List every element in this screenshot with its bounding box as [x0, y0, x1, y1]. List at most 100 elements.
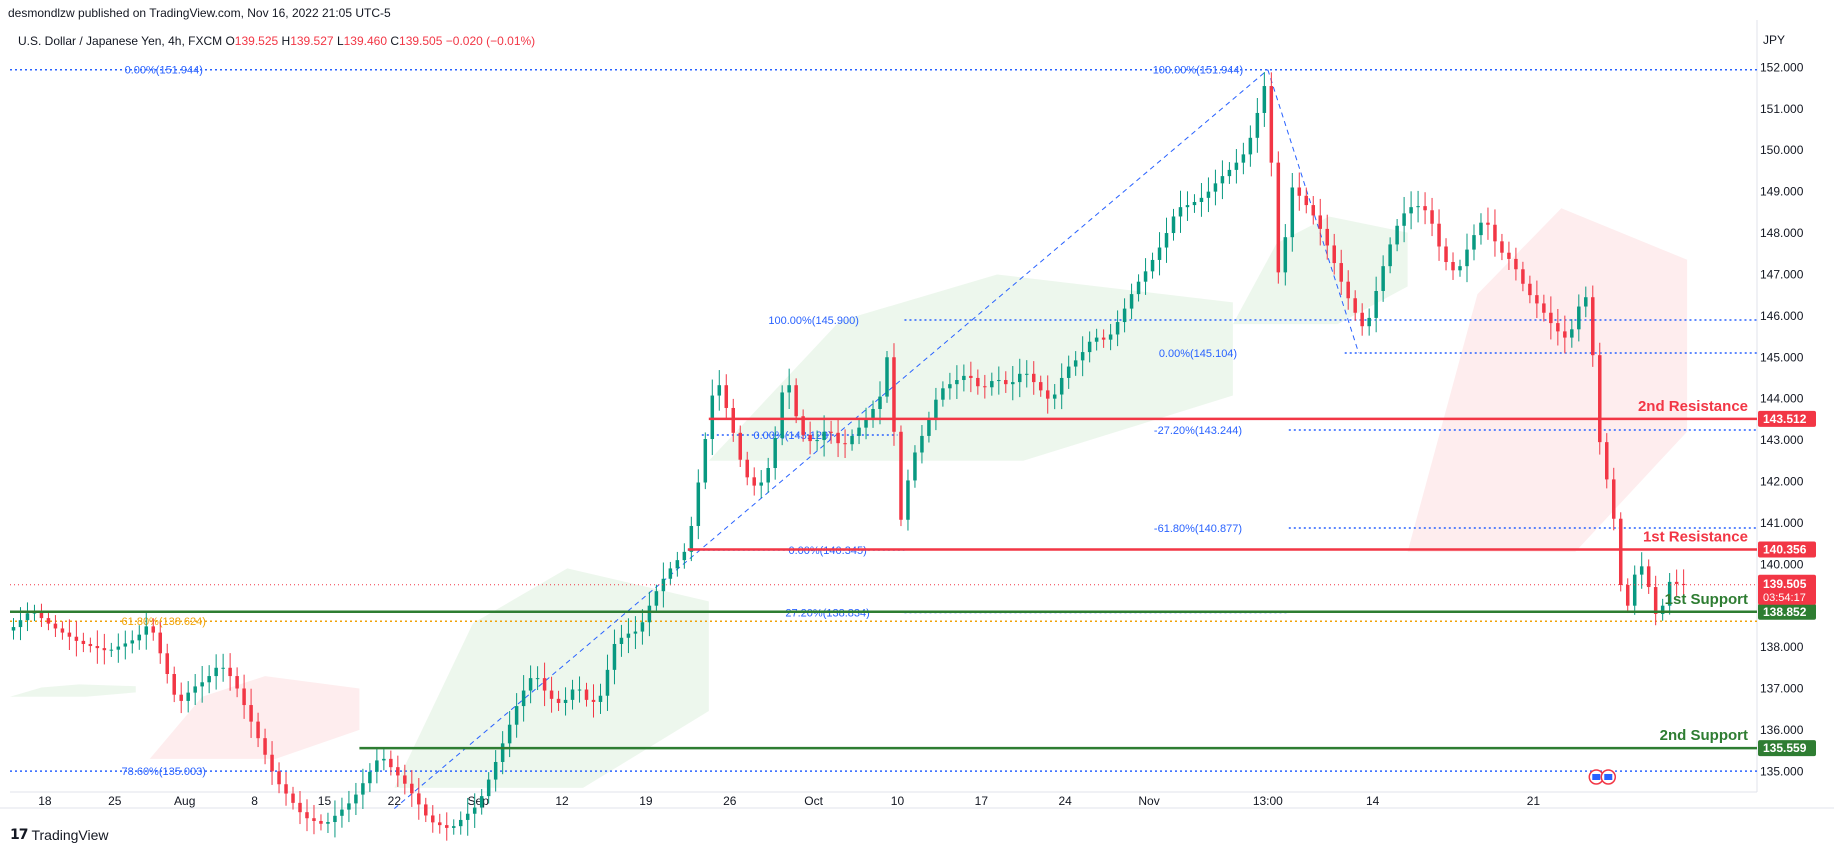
- candle-body: [745, 459, 749, 478]
- high-label: H: [281, 34, 291, 48]
- candle-body: [1346, 281, 1350, 299]
- candle-body: [347, 803, 351, 810]
- candle-body: [1353, 298, 1357, 313]
- candle-body: [389, 758, 393, 768]
- x-tick-label: 10: [891, 794, 905, 808]
- candle-body: [766, 468, 770, 483]
- candle-body: [1045, 390, 1050, 399]
- candle-body: [228, 667, 232, 677]
- candle-body: [689, 525, 694, 552]
- candle-body: [1025, 373, 1029, 375]
- candle-body: [1178, 207, 1183, 217]
- y-tick-label: 135.000: [1760, 764, 1804, 778]
- last-price-badge: [1758, 574, 1816, 605]
- candle-body: [913, 452, 917, 481]
- y-tick-label: 140.000: [1760, 557, 1804, 571]
- candle-body: [305, 812, 309, 819]
- ohlc-legend: U.S. Dollar / Japanese Yen, 4h, FXCM O13…: [18, 34, 535, 48]
- high-value: 139.527: [290, 34, 334, 48]
- candle-body: [1171, 216, 1176, 234]
- candle-body: [808, 434, 812, 442]
- fib-level-label: -27.20%(143.244): [1154, 425, 1242, 437]
- x-tick-label: 24: [1059, 794, 1073, 808]
- candle-body: [1311, 205, 1316, 216]
- level-price-badge: [1758, 410, 1816, 427]
- level-price-value: 135.559: [1763, 741, 1807, 755]
- candle-body: [724, 385, 729, 408]
- candle-body: [850, 435, 854, 445]
- candle-body: [948, 384, 952, 389]
- currency-label: JPY: [1763, 33, 1786, 47]
- x-tick-label: 18: [38, 794, 52, 808]
- last-price-value: 139.505: [1763, 577, 1807, 591]
- candle-body: [1584, 297, 1588, 307]
- candle-body: [242, 688, 246, 706]
- us-flag-event-icon: [1592, 774, 1601, 780]
- x-tick-label: 25: [108, 794, 122, 808]
- candle-body: [1409, 207, 1413, 214]
- candle-body: [1087, 341, 1092, 353]
- candle-body: [1416, 206, 1420, 208]
- y-tick-label: 146.000: [1760, 309, 1804, 323]
- candle-body: [1248, 137, 1253, 155]
- candle-body: [521, 690, 526, 707]
- candle-body: [1639, 566, 1644, 575]
- candle-body: [1325, 228, 1329, 246]
- x-tick-label: 13:00: [1253, 794, 1283, 808]
- candle-body: [1206, 191, 1211, 198]
- candle-body: [633, 631, 638, 634]
- candle-body: [1115, 322, 1120, 335]
- y-tick-label: 142.000: [1760, 474, 1804, 488]
- candle-body: [382, 758, 386, 761]
- fib-level-label: 0.00%(140.345): [788, 545, 866, 557]
- candle-body: [577, 689, 582, 691]
- level-price-value: 140.356: [1763, 543, 1807, 557]
- close-label: C: [390, 34, 400, 48]
- candle-body: [249, 705, 253, 722]
- y-tick-label: 148.000: [1760, 226, 1804, 240]
- candle-body: [1011, 382, 1015, 385]
- candle-body: [451, 826, 456, 828]
- candle-body: [1507, 252, 1511, 259]
- x-tick-label: 22: [388, 794, 402, 808]
- candle-body: [1556, 323, 1560, 332]
- candle-body: [1304, 195, 1309, 206]
- candle-body: [1514, 258, 1518, 270]
- candle-body: [885, 357, 889, 397]
- x-tick-label: 15: [318, 794, 332, 808]
- candle-body: [417, 793, 421, 805]
- fib-trendline: [394, 69, 1269, 809]
- candle-body: [1591, 297, 1595, 356]
- y-tick-label: 147.000: [1760, 267, 1804, 281]
- candle-body: [1066, 366, 1071, 378]
- tradingview-brand[interactable]: 𝟭𝟳 TradingView: [10, 826, 109, 843]
- candle-body: [431, 815, 435, 823]
- candle-body: [1122, 308, 1127, 323]
- candle-body: [1423, 206, 1427, 211]
- bar-countdown: 03:54:17: [1763, 592, 1806, 604]
- candle-body: [116, 646, 121, 650]
- candle-body: [465, 813, 470, 820]
- candle-body: [1108, 334, 1113, 340]
- candle-body: [542, 678, 547, 691]
- y-tick-label: 150.000: [1760, 143, 1804, 157]
- candle-body: [647, 605, 652, 623]
- candle-body: [375, 760, 379, 772]
- change-value: −0.020 (−0.01%): [445, 34, 536, 48]
- low-label: L: [336, 34, 344, 48]
- low-value: 139.460: [343, 34, 388, 48]
- candle-body: [787, 385, 791, 393]
- candle-body: [1674, 581, 1679, 584]
- candle-body: [997, 380, 1001, 382]
- candle-body: [1535, 295, 1539, 304]
- candle-body: [1646, 566, 1651, 588]
- candle-body: [829, 431, 833, 433]
- symbol-title[interactable]: U.S. Dollar / Japanese Yen, 4h, FXCM: [18, 34, 223, 48]
- candle-body: [878, 396, 882, 410]
- x-tick-label: 17: [975, 794, 989, 808]
- candle-body: [361, 783, 365, 795]
- candle-body: [1136, 281, 1141, 295]
- open-value: 139.525: [234, 34, 279, 48]
- x-tick-label: Aug: [174, 794, 195, 808]
